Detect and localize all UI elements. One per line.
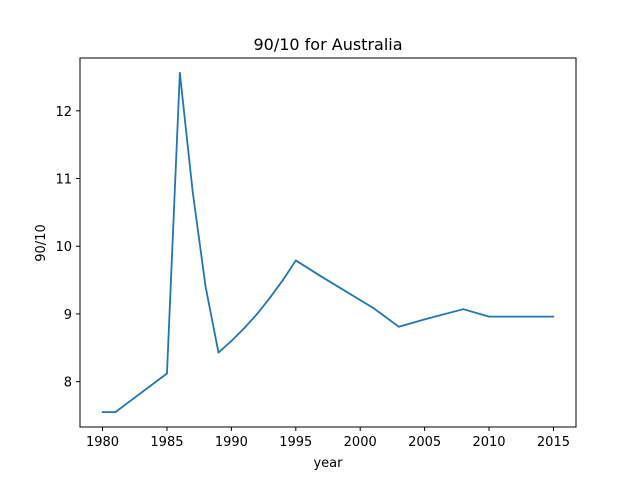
- series-line: [102, 72, 554, 414]
- x-tick-label: 1980: [86, 435, 119, 450]
- x-tick-label: 1990: [215, 435, 248, 450]
- plot-content: [101, 71, 555, 414]
- plot-frame: [79, 57, 577, 428]
- data-point: [372, 306, 374, 309]
- data-point: [552, 315, 555, 318]
- data-point: [488, 315, 490, 318]
- data-point: [178, 71, 181, 74]
- data-point: [101, 411, 104, 414]
- data-point: [269, 296, 271, 299]
- data-point: [462, 308, 465, 311]
- data-point: [217, 351, 220, 354]
- x-axis: 1980 1985 1990 1995 2000 2005 2010 2015: [86, 427, 570, 450]
- y-tick-label: 11: [55, 173, 72, 188]
- x-tick-label: 1985: [150, 435, 183, 450]
- x-tick-label: 1995: [279, 435, 312, 450]
- y-tick-label: 8: [64, 376, 72, 391]
- data-point: [230, 340, 233, 342]
- x-tick-label: 2000: [344, 435, 377, 450]
- data-point: [114, 411, 117, 414]
- data-point: [397, 325, 400, 328]
- data-point: [256, 313, 259, 315]
- x-axis-label: year: [313, 456, 343, 471]
- data-point: [320, 275, 323, 278]
- data-point: [243, 327, 246, 330]
- y-tick-label: 9: [64, 308, 72, 323]
- data-point: [294, 259, 297, 262]
- x-tick-label: 2015: [537, 435, 570, 450]
- y-tick-label: 10: [55, 240, 72, 255]
- x-tick-label: 2010: [472, 435, 505, 450]
- y-axis: 8 9 10 11 12: [55, 105, 80, 391]
- y-axis-label: 90/10: [34, 224, 49, 261]
- data-point: [166, 372, 168, 375]
- data-point: [204, 285, 207, 288]
- data-point: [423, 318, 426, 321]
- chart-title: 90/10 for Australia: [253, 35, 402, 54]
- x-tick-label: 2005: [408, 435, 441, 450]
- data-point: [282, 279, 284, 281]
- data-point: [191, 191, 194, 193]
- y-tick-label: 12: [55, 105, 72, 120]
